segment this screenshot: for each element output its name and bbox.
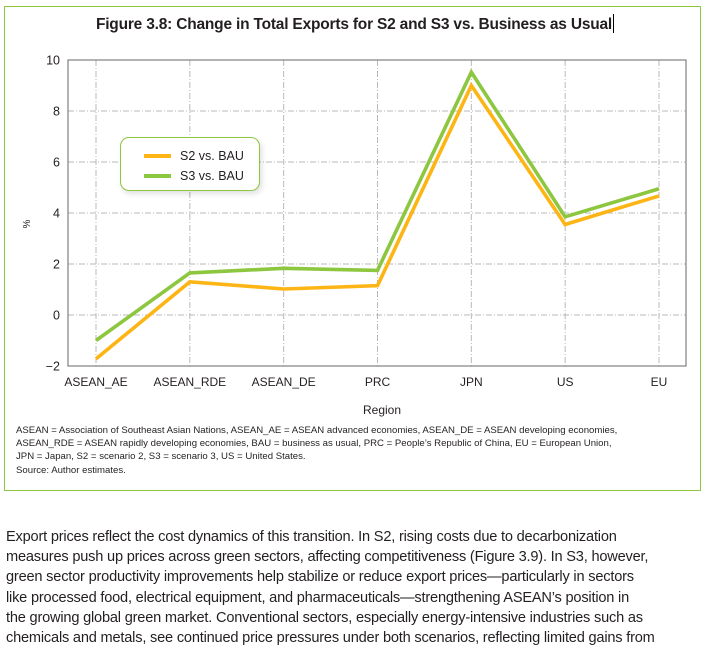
chart-legend: S2 vs. BAU S3 vs. BAU (120, 137, 260, 191)
body-line: Export prices reflect the cost dynamics … (6, 529, 617, 545)
line-chart: −2 0 2 4 6 8 10 ASEAN_AE ASEAN_RDE ASEAN_DE PRC JP… (22, 54, 687, 417)
body-line: green sector productivity improvements h… (6, 569, 634, 586)
figure-title: Figure 3.8: Change in Total Exports for … (0, 14, 710, 34)
body-line: chemicals and metals, see continued pric… (6, 630, 655, 647)
y-tick-label: 0 (53, 309, 60, 323)
x-tick-label: ASEAN_AE (64, 375, 127, 389)
y-tick-label: −2 (46, 360, 60, 374)
x-tick-label: EU (651, 375, 668, 389)
text-cursor (613, 14, 615, 33)
y-tick-labels: −2 0 2 4 6 8 10 (46, 54, 60, 374)
y-tick-label: 2 (53, 258, 60, 272)
plot-area-frame (67, 59, 687, 367)
note-line: ASEAN = Association of Southeast Asian N… (16, 425, 618, 436)
x-tick-labels: ASEAN_AE ASEAN_RDE ASEAN_DE PRC JPN US EU (64, 375, 667, 389)
x-tick-label: ASEAN_RDE (153, 375, 226, 389)
x-tick-label: PRC (365, 375, 391, 389)
body-line: like processed food, electrical equipmen… (6, 589, 630, 606)
body-paragraph: Export prices reflect the cost dynamics … (6, 527, 706, 648)
legend-swatch-s2 (144, 154, 171, 158)
y-tick-label: 4 (53, 207, 60, 221)
body-line: the growing global green market. Convent… (6, 609, 643, 626)
legend-item-s2: S2 vs. BAU (144, 148, 244, 164)
series-group (94, 68, 660, 361)
legend-swatch-s3 (144, 174, 171, 178)
figure-notes: ASEAN = Association of Southeast Asian N… (16, 424, 696, 477)
x-axis-label: Region (363, 403, 401, 417)
body-line: measures push up prices across green sec… (6, 549, 649, 566)
legend-item-s3: S3 vs. BAU (144, 168, 244, 184)
legend-label-s2: S2 vs. BAU (180, 149, 244, 163)
y-tick-label: 6 (53, 156, 60, 170)
y-axis-label: % (22, 219, 33, 228)
note-line: JPN = Japan, S2 = scenario 2, S3 = scena… (16, 451, 306, 463)
figure-title-text: Figure 3.8: Change in Total Exports for … (95, 16, 613, 33)
source-line: Source: Author estimates. (16, 464, 126, 476)
note-line: ASEAN_RDE = ASEAN rapidly developing eco… (16, 438, 612, 450)
x-tick-label: US (557, 375, 574, 389)
figure-frame (4, 6, 701, 491)
x-tick-label: ASEAN_DE (252, 375, 316, 389)
legend-label-s3: S3 vs. BAU (180, 169, 244, 183)
y-tick-label: 8 (53, 105, 60, 119)
y-tick-label: 10 (46, 54, 60, 68)
x-tick-label: JPN (460, 375, 483, 389)
grid-lines (68, 60, 686, 366)
